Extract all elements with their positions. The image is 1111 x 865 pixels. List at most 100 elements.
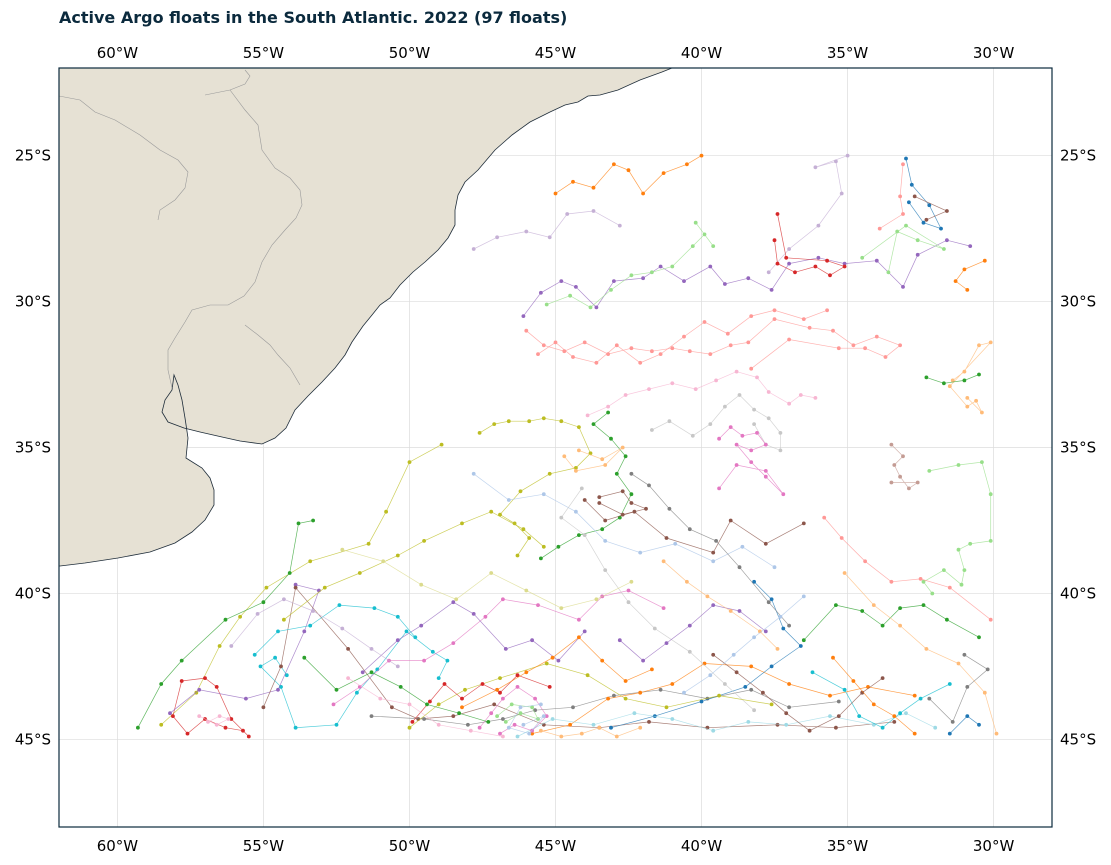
float-position-point [673,541,678,546]
float-position-point [793,270,797,275]
float-position-point [702,232,707,237]
float-position-point [831,328,835,333]
float-position-point [664,641,669,645]
float-position-point [276,687,280,692]
float-position-point [547,235,552,240]
float-position-point [962,568,967,572]
float-track [801,603,981,643]
float-position-point [609,436,613,441]
float-track-line [508,704,545,734]
float-position-point [924,647,929,651]
float-position-point [629,579,634,584]
float-position-point [834,159,838,164]
float-position-point [159,722,164,727]
float-position-point [436,702,441,707]
float-position-point [962,369,967,374]
float-position-point [947,682,952,686]
float-track-line [879,164,904,229]
float-position-point [334,722,339,727]
float-position-point [687,527,692,532]
float-position-point [670,682,675,686]
float-track-line [712,654,883,732]
float-track [629,471,791,628]
float-position-point [609,725,613,730]
float-position-point [787,682,791,686]
float-position-point [617,223,622,228]
float-position-point [836,346,841,351]
float-position-point [711,728,716,733]
float-position-point [816,223,821,228]
float-position-point [962,652,967,657]
float-position-point [340,547,345,552]
float-track [559,486,756,713]
float-position-point [977,343,981,348]
float-track [582,498,806,555]
float-position-point [728,609,733,613]
float-position-point [769,597,774,602]
float-position-point [734,670,739,675]
float-position-point [261,600,266,605]
float-track [947,340,993,415]
float-position-point [877,226,882,231]
float-position-point [650,428,654,432]
float-position-point [787,337,791,342]
float-position-point [574,509,578,514]
float-track [912,194,949,222]
lat-tick-label-right: 30°S [1060,293,1096,311]
country-border-argentina [244,324,301,386]
float-position-point [956,661,961,666]
float-position-point [495,687,499,692]
float-position-point [889,579,894,584]
float-position-point [898,194,902,199]
float-position-point [968,541,973,546]
float-position-point [179,658,184,663]
float-track [562,445,625,473]
float-position-point [778,431,783,435]
float-position-point [506,725,511,730]
float-track [302,655,491,724]
lat-tick-label-right: 35°S [1060,439,1096,457]
float-position-point [591,422,596,426]
float-track [471,209,622,251]
float-position-point [650,349,654,354]
float-position-point [582,340,587,345]
float-position-point [206,720,210,724]
float-position-point [801,638,806,643]
float-position-point [541,343,546,348]
float-position-point [214,722,219,727]
float-position-point [515,734,520,739]
float-position-point [311,609,315,613]
float-position-point [638,550,643,555]
float-track-line [631,473,790,626]
float-position-point [293,585,298,590]
lon-tick-label-top: 55°W [243,44,285,62]
float-position-point [445,658,450,663]
float-track-line [922,461,992,594]
float-position-point [422,658,426,663]
float-track [506,702,546,736]
float-position-point [901,162,905,167]
float-position-point [489,711,494,716]
float-track-line [461,636,653,708]
float-position-point [664,705,669,710]
float-track [953,258,987,292]
float-position-point [506,419,511,424]
float-position-point [734,442,739,447]
float-track [609,579,803,730]
float-position-point [629,346,634,351]
float-position-point [574,469,578,473]
float-position-point [901,212,905,216]
float-position-point [781,492,786,497]
float-position-point [775,647,780,651]
float-position-point [623,393,628,397]
float-position-point [390,705,394,710]
float-position-point [302,629,307,634]
float-position-point [901,285,905,289]
float-position-point [355,690,359,695]
float-position-point [293,582,298,587]
float-position-point [717,486,721,491]
float-position-point [950,378,955,383]
float-position-point [725,331,730,336]
float-position-point [629,492,634,497]
